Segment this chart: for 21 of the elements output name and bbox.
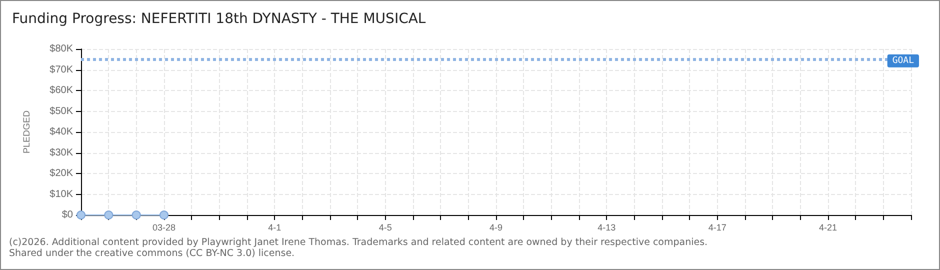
y-axis-title: PLEDGED [22,110,32,154]
y-tick-label: $50K [50,106,74,117]
x-tick-label: 03-28 [152,222,176,232]
y-tick-label: $10K [50,188,74,200]
text: (c)2026. Additional content provided by Playwright Janet Irene Thomas. Trademarks and related content are owned by their respective companies. [9,237,709,248]
x-tick-label: 4-13 [598,222,616,232]
x-tick-label: 4-5 [378,222,392,232]
chart-title: Funding Progress: NEFERTITI 18th DYNASTY - THE MUSICAL [12,11,426,27]
text: Shared under the creative commons (CC BY-NC 3.0) license. [9,248,296,259]
ref-line-label: GOAL [892,56,914,66]
x-tick-label: 4-17 [708,222,726,232]
y-tick-label: $30K [50,147,74,158]
y-tick-label: $60K [50,85,74,96]
x-tick-label: 4-21 [818,222,838,232]
y-tick-label: $20K [50,168,74,179]
x-tick-label: 4-9 [489,222,503,232]
y-tick-label: $40K [50,126,74,138]
y-tick-label: $0 [62,210,74,220]
y-tick-label: $80K [50,44,74,54]
x-tick-label: 4-1 [268,222,282,232]
y-tick-label: $70K [50,64,74,76]
